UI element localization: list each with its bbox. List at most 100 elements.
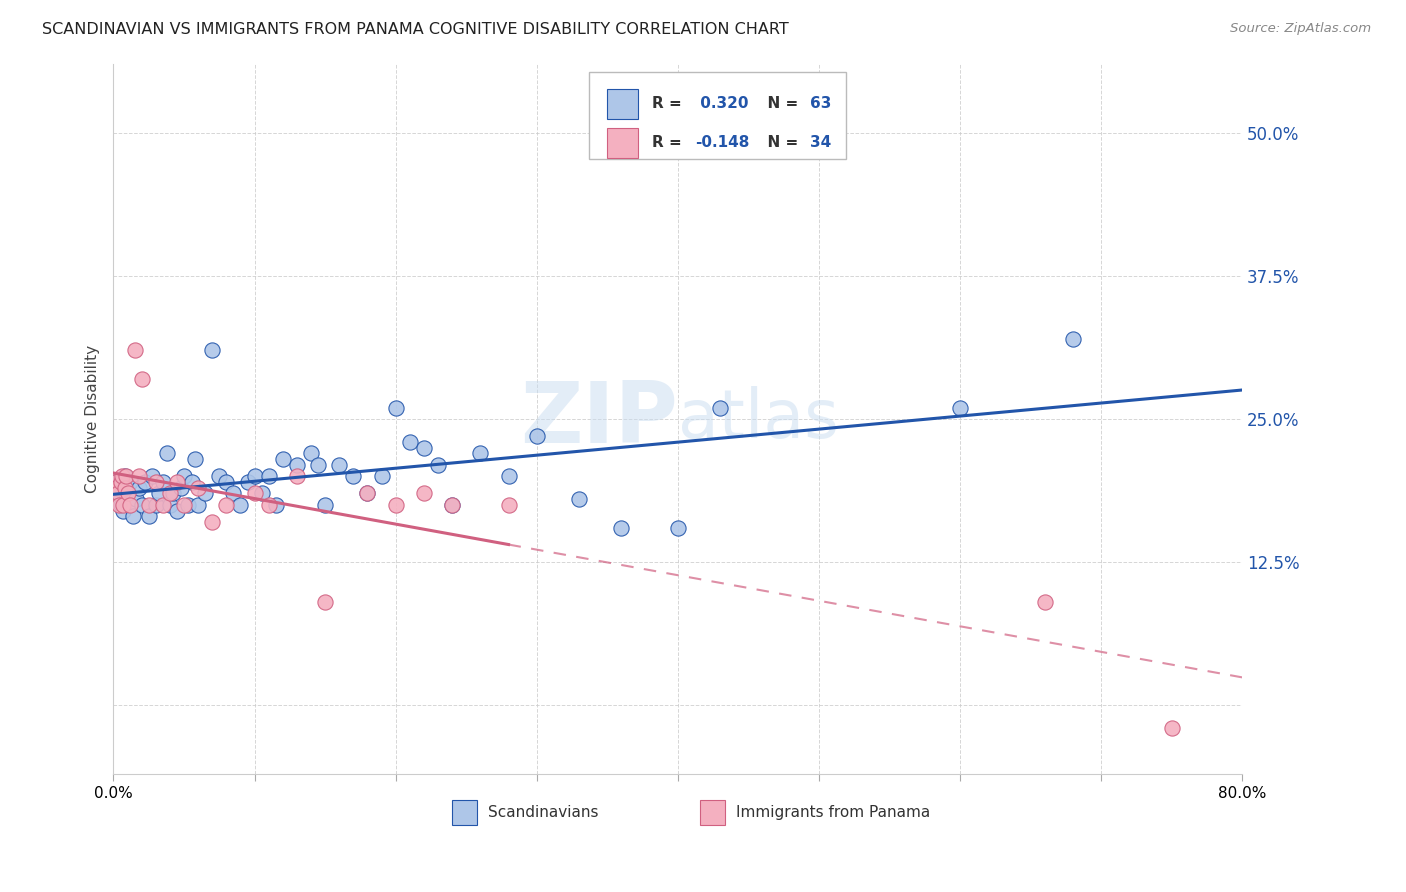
Point (215, 498, 238, 512)
Point (173, 469, 195, 483)
Point (138, 509, 160, 524)
Bar (700, 800, 725, 825)
Bar (607, 89, 638, 119)
Point (356, 486, 378, 500)
Point (412, 486, 434, 500)
Point (145, 498, 167, 512)
Point (105, 475, 128, 489)
Point (709, 401, 731, 415)
Point (128, 469, 150, 483)
Point (384, 401, 406, 415)
Point (314, 595, 336, 609)
Point (108, 486, 131, 500)
Point (115, 469, 138, 483)
Point (112, 498, 135, 512)
Point (134, 475, 156, 489)
Point (257, 498, 280, 512)
Y-axis label: Cognitive Disability: Cognitive Disability (86, 345, 100, 493)
Point (131, 498, 153, 512)
Point (170, 481, 193, 495)
Text: 0.320: 0.320 (695, 96, 748, 112)
Text: SCANDINAVIAN VS IMMIGRANTS FROM PANAMA COGNITIVE DISABILITY CORRELATION CHART: SCANDINAVIAN VS IMMIGRANTS FROM PANAMA C… (42, 22, 789, 37)
Point (307, 458, 329, 472)
Point (152, 475, 174, 489)
Text: R =: R = (652, 96, 688, 112)
Point (138, 498, 160, 512)
Point (441, 498, 464, 512)
FancyBboxPatch shape (589, 72, 846, 159)
Point (470, 446, 492, 460)
Point (177, 498, 200, 512)
Point (156, 446, 179, 460)
Text: R =: R = (652, 136, 688, 151)
Point (181, 475, 204, 489)
Point (110, 498, 132, 512)
Point (111, 469, 134, 483)
Point (427, 458, 450, 472)
Text: Immigrants from Panama: Immigrants from Panama (737, 805, 931, 821)
Bar (453, 800, 477, 825)
Text: ZIP: ZIP (520, 377, 678, 460)
Point (412, 441, 434, 455)
Point (107, 486, 129, 500)
Point (285, 469, 308, 483)
Point (370, 469, 392, 483)
Point (299, 446, 322, 460)
Point (166, 475, 188, 489)
Point (194, 486, 217, 500)
Point (115, 486, 138, 500)
Point (159, 486, 181, 500)
Point (201, 343, 224, 358)
Point (120, 498, 142, 512)
Point (104, 475, 127, 489)
Point (215, 475, 238, 489)
Point (148, 486, 170, 500)
Point (128, 481, 150, 495)
Point (498, 469, 520, 483)
Point (666, 521, 689, 535)
Point (285, 458, 308, 472)
Point (208, 469, 231, 483)
Point (114, 481, 136, 495)
Text: Scandinavians: Scandinavians (488, 805, 599, 821)
Point (243, 486, 266, 500)
Text: 34: 34 (810, 136, 831, 151)
Point (131, 372, 153, 386)
Point (141, 469, 163, 483)
Point (173, 498, 195, 512)
Point (110, 475, 132, 489)
Text: Source: ZipAtlas.com: Source: ZipAtlas.com (1230, 22, 1371, 36)
Text: N =: N = (756, 136, 803, 151)
Point (122, 509, 145, 524)
Point (105, 481, 128, 495)
Point (187, 481, 209, 495)
Point (125, 492, 148, 507)
Point (356, 486, 378, 500)
Point (187, 498, 209, 512)
Point (112, 503, 135, 517)
Point (398, 434, 420, 449)
Point (568, 492, 591, 507)
Point (314, 498, 336, 512)
Point (236, 475, 259, 489)
Point (145, 475, 167, 489)
Point (120, 475, 142, 489)
Text: -0.148: -0.148 (695, 136, 749, 151)
Point (201, 515, 224, 529)
Point (1062, 332, 1084, 346)
Point (111, 481, 134, 495)
Point (166, 503, 188, 517)
Text: 63: 63 (810, 96, 831, 112)
Text: N =: N = (756, 96, 803, 112)
Point (1033, 595, 1056, 609)
Point (229, 498, 252, 512)
Point (184, 452, 207, 467)
Point (1160, 721, 1182, 735)
Point (328, 458, 350, 472)
Point (222, 486, 245, 500)
Point (250, 486, 273, 500)
Text: atlas: atlas (678, 386, 839, 452)
Point (384, 498, 406, 512)
Point (264, 498, 287, 512)
Point (342, 469, 364, 483)
